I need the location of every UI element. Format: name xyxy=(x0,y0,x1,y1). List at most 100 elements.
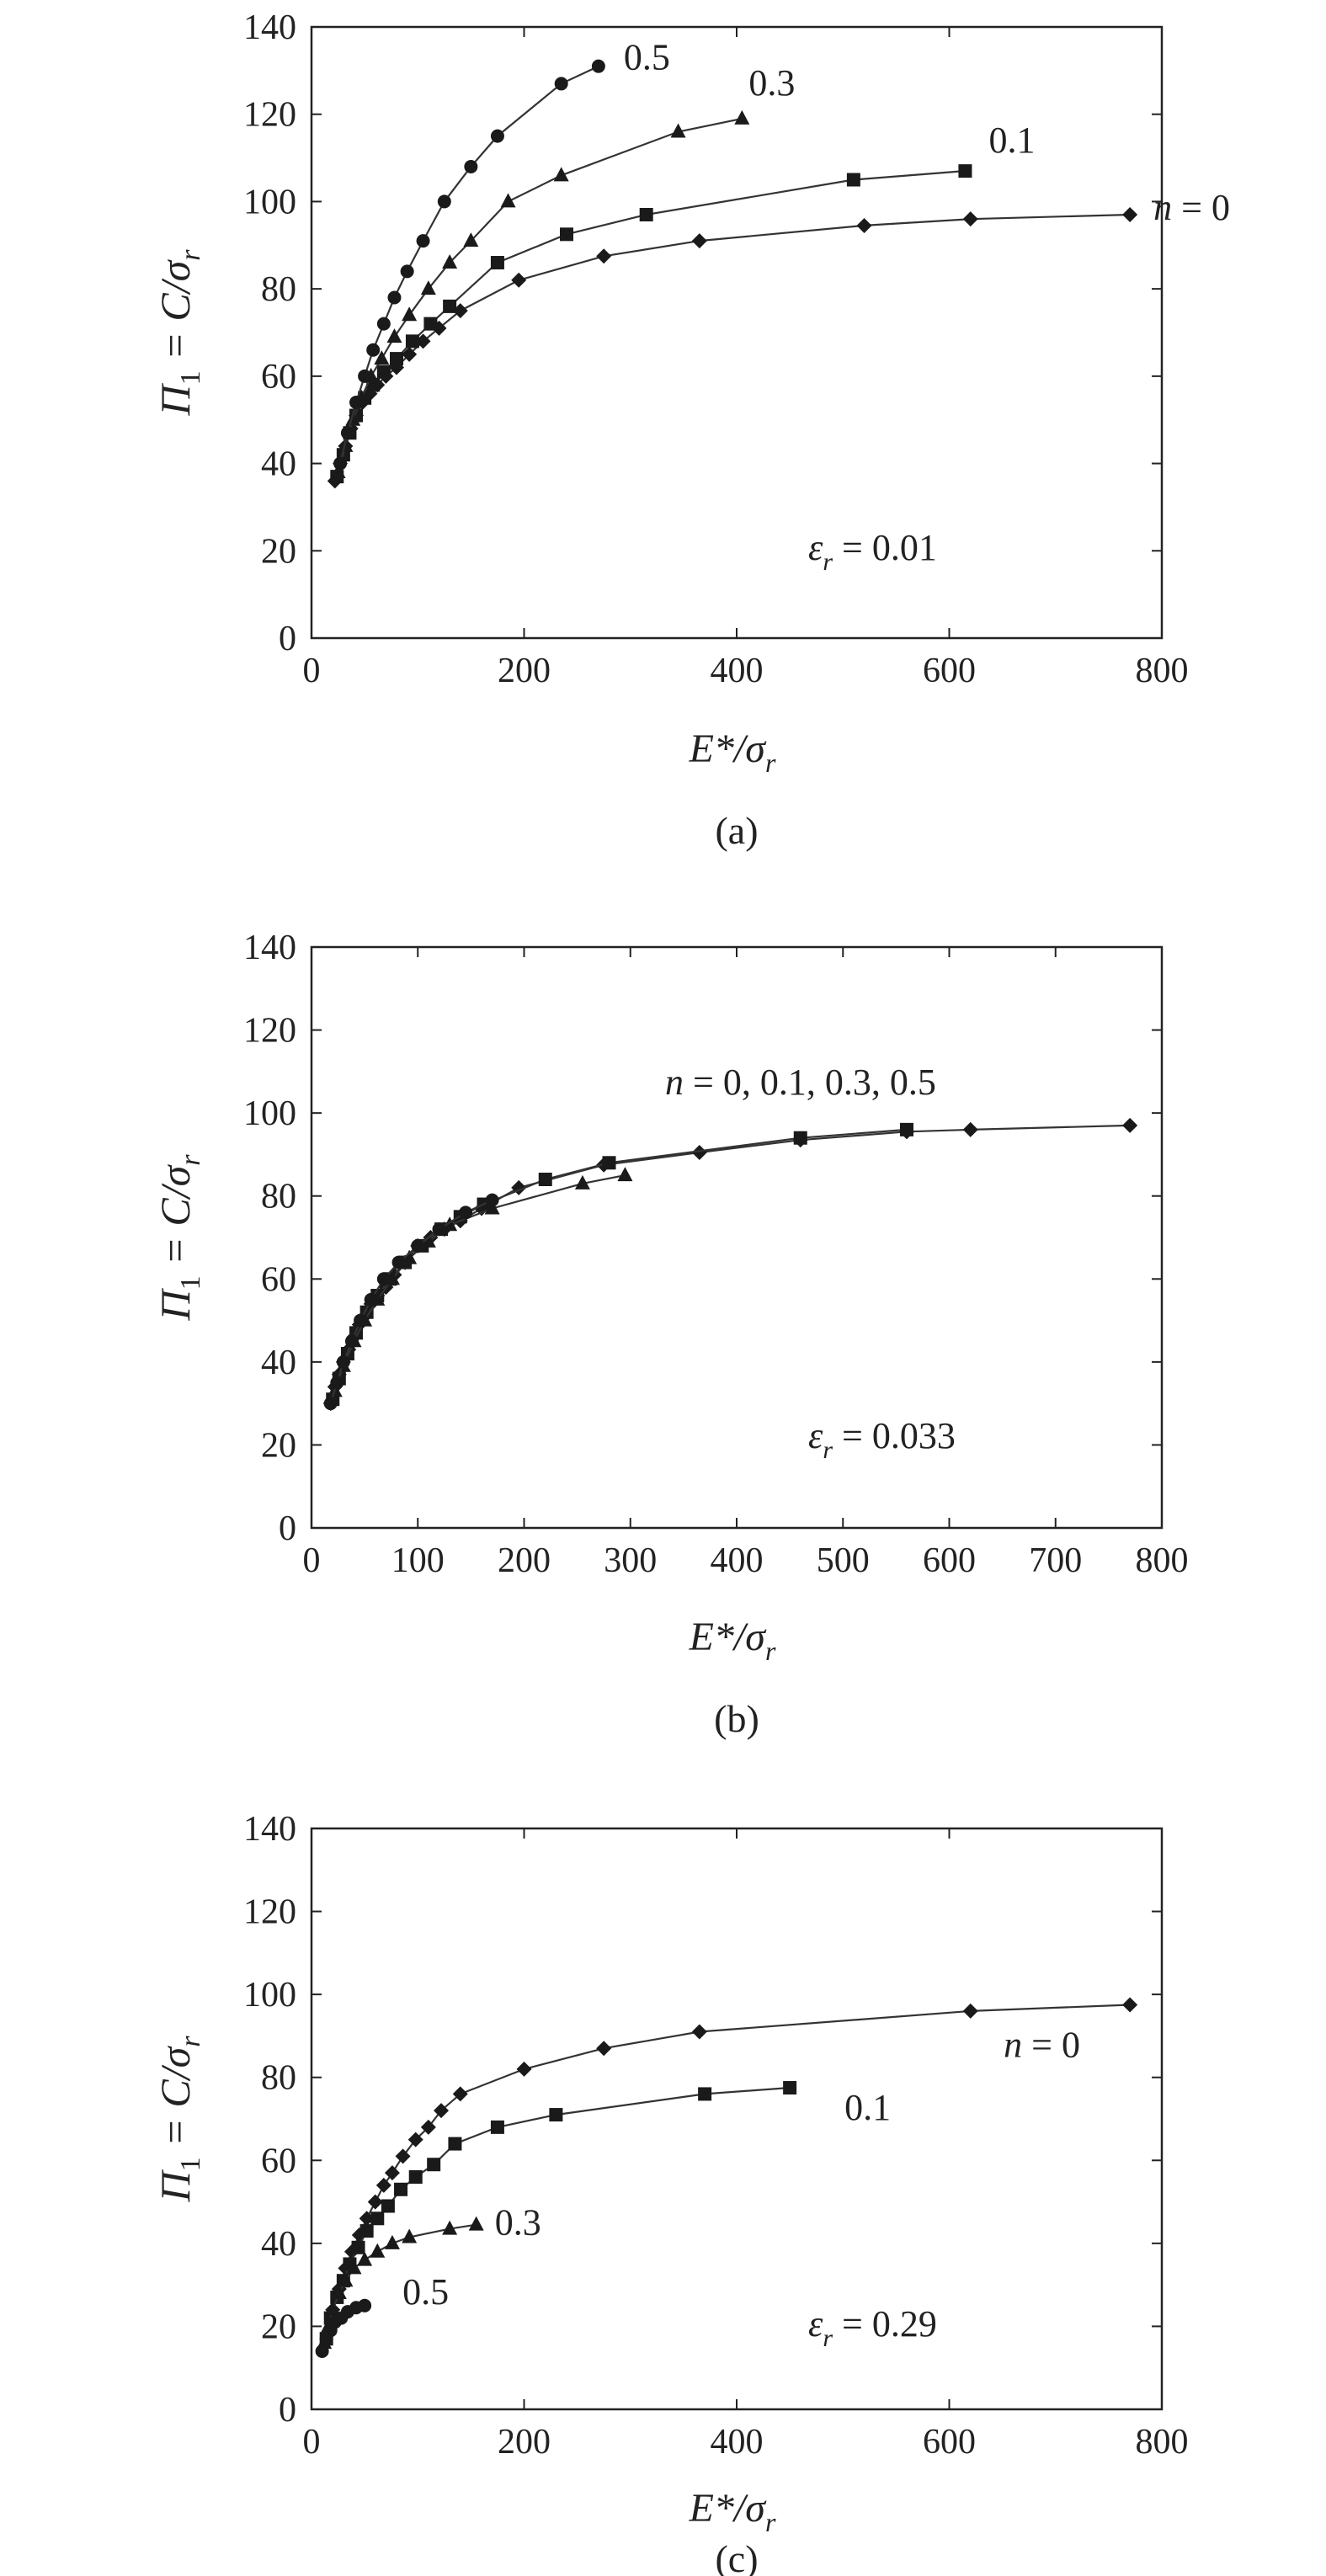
data-point-square xyxy=(698,2087,712,2101)
x-tick-label: 400 xyxy=(711,652,764,690)
data-point-square xyxy=(490,256,504,270)
series-n-0 xyxy=(322,1117,1138,1412)
y-tick-label: 120 xyxy=(243,1012,296,1051)
data-point-diamond xyxy=(856,217,872,233)
data-point-square xyxy=(394,2182,408,2196)
data-point-square xyxy=(408,2170,423,2184)
data-point-triangle xyxy=(402,2228,418,2243)
data-point-circle xyxy=(323,1397,338,1411)
data-point-triangle xyxy=(617,1167,633,1182)
data-point-diamond xyxy=(962,2003,978,2019)
data-point-circle xyxy=(432,1222,446,1237)
data-point-circle xyxy=(376,1272,391,1286)
series-line xyxy=(332,1128,908,1400)
x-tick-label: 0 xyxy=(303,2423,321,2462)
series-line xyxy=(325,2086,791,2339)
x-tick-label: 800 xyxy=(1136,1541,1189,1580)
data-point-square xyxy=(900,1122,913,1136)
y-axis-label: Π1 = C/σr xyxy=(152,2036,206,2203)
x-axis-label: E*/σr xyxy=(689,2486,776,2537)
data-point-circle xyxy=(344,1334,359,1349)
data-point-triangle xyxy=(420,280,436,295)
y-tick-label: 40 xyxy=(261,2225,296,2264)
data-point-circle xyxy=(411,1238,425,1253)
data-point-square xyxy=(846,173,860,187)
data-point-triangle xyxy=(402,306,418,322)
data-point-square xyxy=(443,299,457,313)
y-tick-label: 80 xyxy=(261,2059,296,2098)
series-0-1 xyxy=(319,2081,797,2346)
x-tick-label: 200 xyxy=(498,2423,551,2462)
chart-panel-b: 0 100 200 300 400 500 600 700 800 0 20 40 60 80 100 120… xyxy=(152,929,1189,1740)
series-line xyxy=(329,1124,1131,1404)
data-point-square xyxy=(448,2137,462,2151)
series-n-0 xyxy=(327,206,1138,489)
strain-annotation: εr = 0.01 xyxy=(808,527,937,576)
data-point-triangle xyxy=(357,2251,373,2266)
data-point-diamond xyxy=(596,248,612,264)
data-point-circle xyxy=(376,317,391,331)
data-point-diamond xyxy=(962,1121,978,1137)
x-tick-label: 600 xyxy=(923,652,976,690)
data-point-circle xyxy=(485,1193,499,1207)
data-point-square xyxy=(639,207,653,221)
series-0-5 xyxy=(315,2298,372,2358)
data-point-triangle xyxy=(331,2285,347,2299)
series-0-3 xyxy=(317,2216,484,2350)
data-point-square xyxy=(783,2081,797,2095)
x-tick-label: 500 xyxy=(817,1541,870,1580)
y-tick-label: 0 xyxy=(279,620,296,658)
data-point-square xyxy=(793,1131,807,1145)
data-point-triangle xyxy=(553,167,569,182)
data-point-circle xyxy=(591,59,605,73)
data-point-triangle xyxy=(384,2234,400,2249)
y-tick-label: 0 xyxy=(279,2391,296,2430)
data-point-square xyxy=(602,1156,616,1170)
data-point-diamond xyxy=(375,2177,391,2193)
data-point-circle xyxy=(387,290,402,305)
data-point-triangle xyxy=(420,1232,436,1248)
data-point-triangle xyxy=(442,1216,458,1232)
y-tick-label: 20 xyxy=(261,532,296,571)
series-0-5 xyxy=(323,1193,499,1411)
data-point-square xyxy=(490,2120,504,2134)
data-point-diamond xyxy=(1122,1117,1138,1133)
panel-caption: (b) xyxy=(714,1697,759,1740)
y-tick-label: 120 xyxy=(243,1893,296,1932)
y-tick-label: 140 xyxy=(243,1810,296,1849)
x-tick-label: 400 xyxy=(711,2423,764,2462)
data-point-triangle xyxy=(345,411,361,426)
y-tick-label: 100 xyxy=(243,183,296,221)
y-tick-label: 100 xyxy=(243,1976,296,2014)
data-point-circle xyxy=(554,77,568,91)
data-point-square xyxy=(958,164,972,178)
data-point-circle xyxy=(358,2298,372,2313)
series-note-label: n = 0, 0.1, 0.3, 0.5 xyxy=(665,1062,936,1103)
series-0-1 xyxy=(326,1122,913,1407)
y-tick-label: 100 xyxy=(243,1094,296,1133)
series-label: 0.3 xyxy=(495,2202,541,2243)
x-tick-label: 300 xyxy=(604,1541,657,1580)
series-line xyxy=(339,65,599,464)
series-line xyxy=(329,1199,493,1404)
data-point-circle xyxy=(464,159,478,173)
series-0-5 xyxy=(333,59,605,471)
data-point-diamond xyxy=(407,2132,423,2148)
x-tick-label: 600 xyxy=(923,2423,976,2462)
data-point-diamond xyxy=(395,2148,411,2164)
data-point-triangle xyxy=(330,463,346,478)
series-label: 0.5 xyxy=(402,2271,449,2313)
y-tick-label: 60 xyxy=(261,1260,296,1299)
series-label: n = 0 xyxy=(1004,2024,1080,2065)
data-point-circle xyxy=(437,194,451,209)
data-point-triangle xyxy=(374,350,390,365)
data-point-triangle xyxy=(442,2220,458,2235)
x-tick-label: 200 xyxy=(498,1541,551,1580)
data-point-circle xyxy=(336,1355,350,1369)
data-point-triangle xyxy=(442,254,458,269)
series-0-3 xyxy=(330,109,750,478)
data-point-triangle xyxy=(734,109,750,125)
data-point-square xyxy=(427,2158,441,2172)
y-axis-label: Π1 = C/σr xyxy=(152,1154,206,1322)
data-point-circle xyxy=(349,395,364,409)
